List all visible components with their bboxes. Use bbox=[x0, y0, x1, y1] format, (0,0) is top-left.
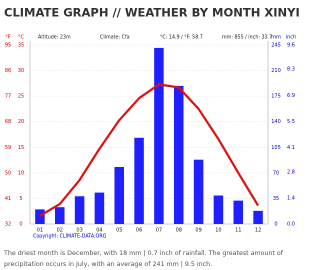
header-info: Altitude: 23m bbox=[38, 35, 71, 41]
y-tick-label: 0 bbox=[274, 222, 277, 228]
x-tick-label: 08 bbox=[176, 228, 182, 234]
bar bbox=[233, 200, 244, 224]
x-tick-label: 05 bbox=[116, 228, 122, 234]
bar bbox=[134, 137, 144, 224]
header-info: Climate: Cfa bbox=[100, 35, 130, 41]
x-tick-label: 06 bbox=[136, 228, 142, 234]
x-tick-label: 12 bbox=[255, 228, 261, 234]
y-tick-label: 35 bbox=[273, 196, 279, 202]
y-tick-label: 210 bbox=[271, 68, 281, 74]
bar bbox=[173, 85, 184, 225]
y-tick-label: 245 bbox=[271, 43, 281, 49]
y-tick-label: 9.6 bbox=[287, 43, 295, 49]
bar bbox=[35, 209, 45, 224]
bar bbox=[193, 159, 204, 224]
y-tick-label: 0.0 bbox=[287, 222, 295, 228]
caption: The driest month is December, with 18 mm… bbox=[4, 250, 283, 268]
header-info: mm: 855 / inch: 33.7 bbox=[222, 35, 272, 41]
bar bbox=[74, 196, 85, 224]
y-tick-label: 0 bbox=[19, 222, 22, 228]
y-tick-label: 1.4 bbox=[287, 195, 295, 201]
y-tick-label: 8.3 bbox=[287, 67, 295, 73]
y-tick-label: 25 bbox=[18, 94, 24, 100]
x-tick-label: 01 bbox=[37, 228, 43, 234]
y-tick-label: 6.9 bbox=[287, 93, 295, 99]
y-tick-label: 5.5 bbox=[287, 119, 295, 125]
axis-label: mm bbox=[271, 35, 281, 41]
y-tick-label: 68 bbox=[5, 119, 11, 125]
x-tick-label: 03 bbox=[76, 228, 82, 234]
y-tick-label: 10 bbox=[18, 170, 24, 176]
y-tick-label: 86 bbox=[5, 68, 11, 74]
axis-label: inch bbox=[286, 35, 296, 41]
bar bbox=[94, 192, 105, 224]
chart-title: CLIMATE GRAPH // WEATHER BY MONTH XINYI bbox=[4, 6, 300, 20]
x-tick-label: 02 bbox=[57, 228, 63, 234]
y-tick-label: 70 bbox=[273, 170, 279, 176]
page: CLIMATE GRAPH // WEATHER BY MONTH XINYI … bbox=[4, 5, 300, 268]
bar bbox=[213, 195, 224, 224]
y-tick-label: 105 bbox=[271, 145, 281, 151]
y-tick-label: 175 bbox=[271, 94, 281, 100]
copyright: Copyright: CLIMATE-DATA.ORG bbox=[33, 234, 107, 240]
bar bbox=[54, 207, 65, 224]
x-tick-label: 10 bbox=[215, 228, 221, 234]
y-tick-label: 95 bbox=[5, 43, 11, 49]
bar bbox=[114, 167, 125, 224]
y-tick-label: 2.8 bbox=[287, 169, 295, 175]
y-tick-label: 20 bbox=[18, 119, 24, 125]
y-tick-label: 59 bbox=[5, 145, 11, 151]
x-tick-label: 11 bbox=[235, 228, 241, 234]
y-tick-label: 35 bbox=[18, 43, 24, 49]
y-tick-label: 30 bbox=[18, 68, 24, 74]
bar bbox=[253, 210, 263, 224]
y-tick-label: 4.1 bbox=[287, 145, 295, 151]
y-tick-label: 140 bbox=[271, 119, 281, 125]
axis-label: °C bbox=[18, 35, 25, 41]
y-tick-label: 41 bbox=[5, 196, 11, 202]
y-tick-label: 50 bbox=[5, 170, 11, 176]
x-tick-label: 07 bbox=[156, 228, 162, 234]
header-info: °C: 14.9 / °F: 58.7 bbox=[160, 35, 203, 41]
y-tick-label: 15 bbox=[18, 145, 24, 151]
y-tick-label: 32 bbox=[5, 222, 11, 228]
x-tick-label: 09 bbox=[195, 228, 201, 234]
bar bbox=[154, 47, 164, 224]
temperature-line bbox=[39, 83, 260, 217]
axis-label: °F bbox=[5, 35, 11, 41]
y-tick-label: 77 bbox=[5, 94, 11, 100]
x-tick-label: 04 bbox=[96, 228, 102, 234]
chart: CLIMATE GRAPH // WEATHER BY MONTH XINYI … bbox=[4, 6, 300, 240]
y-tick-label: 5 bbox=[19, 196, 22, 202]
